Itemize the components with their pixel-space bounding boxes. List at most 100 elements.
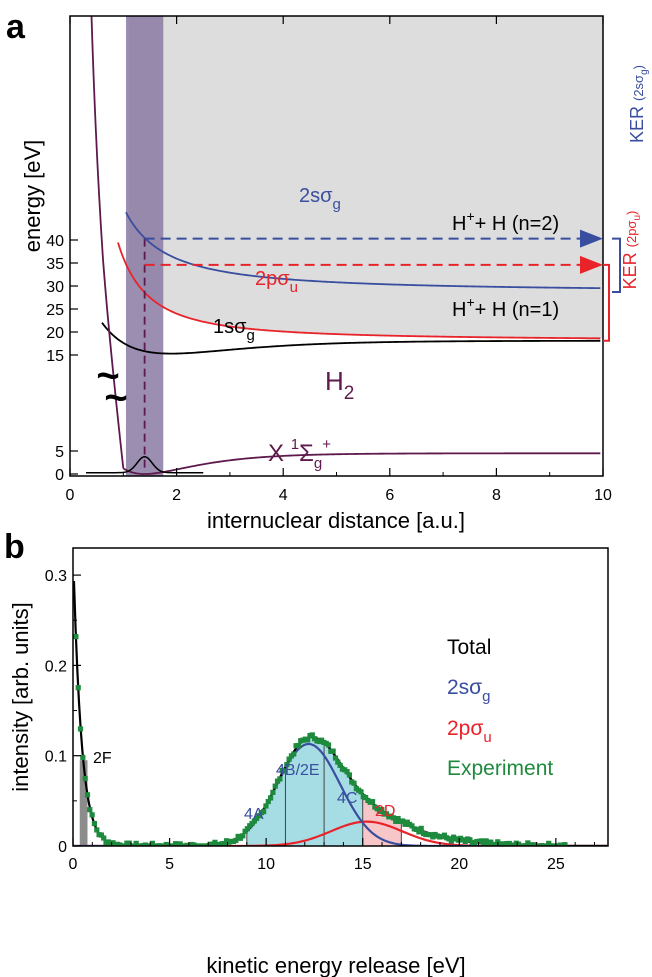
label-1s-sigma-g: 1sσg bbox=[213, 316, 255, 344]
curve-x-ground-state-wall bbox=[90, 16, 125, 469]
curve-2s-sigma-g bbox=[125, 211, 601, 290]
label-x-ground-state-part: g bbox=[314, 455, 322, 472]
experiment-point bbox=[75, 685, 81, 691]
experiment-point bbox=[126, 840, 132, 846]
experiment-point bbox=[94, 827, 100, 833]
ker-label-2p-text-part: (2pσ bbox=[624, 221, 639, 248]
label-h2-part: 2 bbox=[344, 383, 355, 404]
experiment-point bbox=[309, 732, 315, 738]
legend-item-3-part: Experiment bbox=[447, 757, 553, 780]
label-limit-n2-part: H bbox=[452, 213, 466, 235]
curve-1s-sigma-g bbox=[101, 322, 601, 355]
label-1s-sigma-g-part: 1s bbox=[213, 316, 234, 338]
experiment-point bbox=[358, 789, 364, 795]
b-x-tick-label: 10 bbox=[257, 856, 275, 873]
label-limit-n1: H++ H (n=1) bbox=[452, 294, 559, 321]
label-h2-part: H bbox=[325, 366, 344, 396]
experiment-point bbox=[369, 799, 376, 805]
region-label: 2F bbox=[93, 750, 112, 767]
experiment-point bbox=[89, 812, 95, 818]
experiment-point bbox=[390, 815, 397, 821]
experiment-point bbox=[291, 751, 297, 757]
experiment-point bbox=[351, 780, 357, 786]
experiment-point bbox=[448, 838, 454, 844]
ker-bracket-2p bbox=[603, 263, 610, 342]
axis-break-mark-2: ~ bbox=[104, 376, 127, 420]
experiment-point bbox=[295, 743, 301, 749]
label-2s-sigma-g-part: 2s bbox=[299, 185, 320, 207]
label-1s-sigma-g-part: g bbox=[246, 327, 254, 344]
experiment-point bbox=[244, 826, 251, 832]
experiment-point bbox=[133, 840, 139, 846]
continuum-region bbox=[128, 16, 603, 339]
b-y-tick-label: 0.2 bbox=[45, 658, 67, 675]
panel-b-x-label: kinetic energy release [eV] bbox=[206, 953, 465, 977]
label-x-ground-state-part: + bbox=[322, 436, 331, 453]
label-x-ground-state-part: 1 bbox=[291, 436, 299, 453]
a-y-tick-label: 15 bbox=[46, 348, 64, 365]
experiment-point bbox=[416, 829, 422, 835]
b-x-tick-label: 25 bbox=[547, 856, 565, 873]
panel-a-y-label: energy [eV] bbox=[20, 140, 45, 253]
legend-item-3: Experiment bbox=[447, 757, 553, 780]
ker-label-2s-text: KER (2sσg) bbox=[627, 65, 650, 143]
experiment-point bbox=[286, 756, 292, 762]
ker-arrow-2s-head bbox=[580, 229, 603, 248]
experiment-point bbox=[77, 726, 84, 732]
ker-label-2s-text-part: g bbox=[639, 69, 650, 75]
experiment-point bbox=[87, 807, 93, 813]
ker-label-2p-text-part: ) bbox=[624, 211, 639, 215]
a-y-tick-label: 20 bbox=[46, 325, 64, 342]
label-2p-sigma-u-part: 2p bbox=[255, 268, 277, 290]
label-limit-n1-part: H bbox=[452, 299, 466, 321]
experiment-point bbox=[212, 839, 218, 845]
a-x-tick-label: 4 bbox=[279, 487, 288, 504]
label-1s-sigma-g-part: σ bbox=[234, 316, 247, 338]
experiment-point bbox=[270, 789, 276, 795]
experiment-point bbox=[261, 809, 267, 815]
experiment-point bbox=[254, 815, 260, 822]
experiment-point bbox=[256, 813, 262, 819]
experiment-point bbox=[80, 754, 86, 761]
experiment-point bbox=[346, 772, 352, 778]
a-y-tick-label: 30 bbox=[46, 279, 64, 296]
ker-label-2s-text-part: KER bbox=[627, 101, 647, 143]
ker-arrow-2p-head bbox=[580, 255, 603, 274]
ker-label-2s-text-part: ) bbox=[631, 65, 646, 69]
experiment-point bbox=[400, 818, 406, 824]
b-x-tick-label: 15 bbox=[354, 856, 372, 873]
label-2p-sigma-u: 2pσu bbox=[255, 268, 298, 296]
b-x-tick-label: 20 bbox=[450, 856, 468, 873]
panel-a-frame bbox=[69, 15, 604, 477]
experiment-point bbox=[277, 776, 283, 782]
b-y-tick-label: 0.1 bbox=[45, 749, 67, 766]
region-label: 2D bbox=[375, 803, 395, 820]
label-x-ground-state: X 1Σg+ bbox=[268, 436, 331, 472]
experiment-point bbox=[330, 748, 336, 754]
a-x-tick-label: 10 bbox=[594, 487, 612, 504]
experiment-point bbox=[82, 775, 88, 782]
curve-2p-sigma-u bbox=[117, 242, 601, 340]
ker-label-2s-text-part: (2sσ bbox=[631, 75, 646, 101]
experiment-point bbox=[284, 762, 290, 768]
label-2s-sigma-g-part: σ bbox=[320, 185, 333, 207]
label-limit-n2-part: + bbox=[466, 208, 474, 224]
a-y-tick-label: 25 bbox=[46, 302, 64, 319]
b-y-tick-label: 0 bbox=[58, 839, 67, 856]
legend-item-0: Total bbox=[447, 636, 491, 659]
experiment-point bbox=[393, 818, 399, 824]
a-x-tick-label: 6 bbox=[385, 487, 394, 504]
experiment-point bbox=[332, 755, 339, 761]
a-x-tick-label: 2 bbox=[172, 487, 181, 504]
legend-item-1-part: g bbox=[482, 688, 490, 705]
experiment-point bbox=[337, 762, 343, 768]
experiment-point bbox=[110, 840, 116, 846]
experiment-point bbox=[101, 835, 107, 841]
a-y-tick-label: 5 bbox=[55, 444, 64, 461]
vibrational-wavepacket bbox=[85, 455, 204, 474]
experiment-point bbox=[272, 783, 278, 789]
label-limit-n1-part: + H (n=1) bbox=[475, 299, 559, 321]
b-y-tick-label: 0.3 bbox=[45, 568, 67, 585]
label-2s-sigma-g: 2sσg bbox=[299, 185, 341, 213]
